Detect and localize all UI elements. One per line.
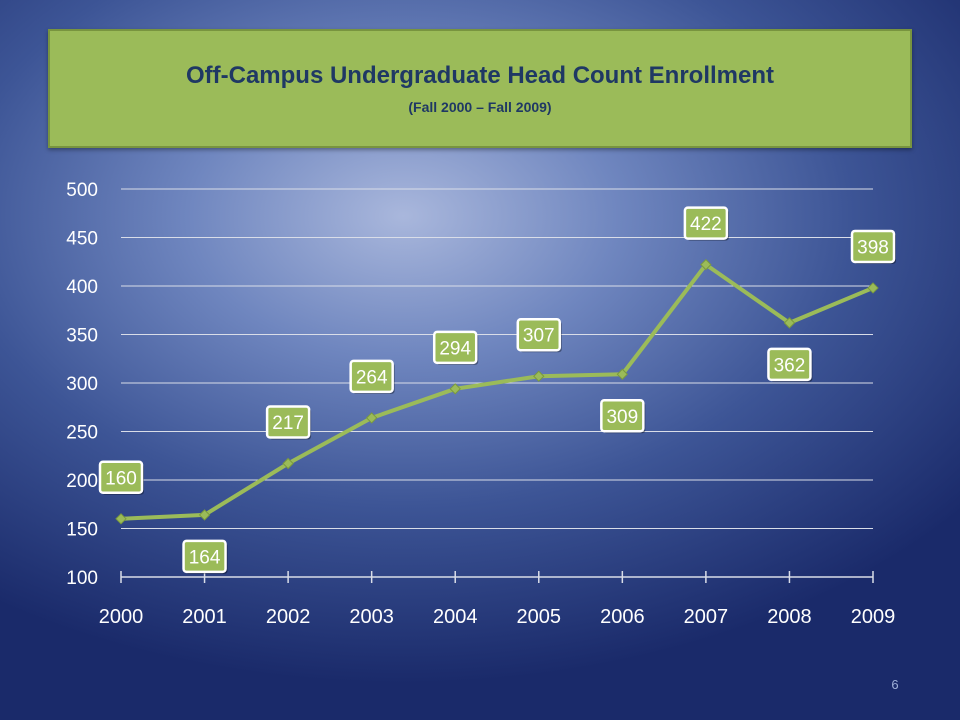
data-point xyxy=(115,513,127,525)
data-point xyxy=(616,368,629,380)
data-label-box xyxy=(432,330,478,365)
x-tick-label: 2007 xyxy=(684,606,729,628)
data-label-box xyxy=(516,317,562,352)
y-tick-label: 150 xyxy=(66,520,98,541)
data-label-value: 362 xyxy=(774,355,806,376)
data-label-box xyxy=(767,347,812,382)
data-point xyxy=(282,457,294,470)
chart-subtitle: (Fall 2000 – Fall 2009) xyxy=(408,99,552,115)
x-tick-label: 2005 xyxy=(517,606,562,628)
chart-title: Off-Campus Undergraduate Head Count Enro… xyxy=(185,62,775,89)
x-tick-label: 2008 xyxy=(767,606,812,628)
data-label: 217 xyxy=(265,405,312,440)
data-label-value: 264 xyxy=(356,367,388,388)
x-tick-label: 2004 xyxy=(433,606,478,628)
axes: 100 150 200 250 300 350 400 450 500 2000 2001 2002 2… xyxy=(66,180,895,628)
x-tick-label: 2000 xyxy=(99,606,144,628)
data-label: 422 xyxy=(683,206,729,241)
x-tick-label: 2003 xyxy=(349,606,394,628)
y-tick-label: 500 xyxy=(66,180,98,201)
data-label-value: 217 xyxy=(272,413,304,434)
data-label-box xyxy=(182,539,227,574)
data-label-box xyxy=(349,359,394,394)
data-point xyxy=(783,317,796,329)
data-label-box xyxy=(683,206,729,240)
gridlines xyxy=(121,188,873,529)
y-tick-label: 100 xyxy=(66,568,98,589)
data-label-value: 422 xyxy=(690,214,722,235)
data-point xyxy=(365,412,378,424)
data-label-value: 398 xyxy=(857,237,889,258)
series-line xyxy=(119,262,875,521)
data-point xyxy=(198,509,211,521)
y-tick-label: 400 xyxy=(66,277,98,298)
data-label: 264 xyxy=(349,359,395,394)
chart-title-box: Off-Campus Undergraduate Head Count Enro… xyxy=(48,29,912,148)
y-tick-label: 450 xyxy=(66,229,98,250)
data-label-box xyxy=(600,399,645,433)
data-label-value: 309 xyxy=(606,407,638,428)
data-label: 307 xyxy=(516,317,562,353)
data-point xyxy=(449,383,461,395)
data-label-box xyxy=(265,405,311,439)
x-tick-label: 2009 xyxy=(851,606,896,628)
page-number: 6 xyxy=(891,677,899,692)
y-tick-label: 350 xyxy=(66,326,98,347)
y-tick-label: 300 xyxy=(66,374,98,395)
data-label: 309 xyxy=(600,399,646,434)
y-tick-label: 250 xyxy=(66,423,98,444)
data-label: 362 xyxy=(767,347,813,382)
x-tick-label: 2002 xyxy=(266,606,311,628)
y-tick-label: 200 xyxy=(66,471,98,492)
x-tick-label: 2001 xyxy=(182,606,227,628)
data-point xyxy=(700,258,712,271)
data-label: 164 xyxy=(182,539,228,574)
data-label: 294 xyxy=(432,330,479,365)
data-point xyxy=(867,282,879,294)
data-label-value: 160 xyxy=(105,468,137,489)
data-label-box xyxy=(98,460,144,495)
data-label-box xyxy=(850,229,896,264)
data-labels: 160 164 217 264 294 307 309 422 362 398 xyxy=(98,206,896,574)
data-label-value: 164 xyxy=(189,547,221,568)
data-label-value: 307 xyxy=(523,326,555,347)
x-tick-label: 2006 xyxy=(600,606,645,628)
data-label: 398 xyxy=(850,229,896,264)
data-point xyxy=(533,370,545,382)
series xyxy=(115,258,879,525)
data-label: 160 xyxy=(98,460,144,495)
data-label-value: 294 xyxy=(439,338,471,359)
